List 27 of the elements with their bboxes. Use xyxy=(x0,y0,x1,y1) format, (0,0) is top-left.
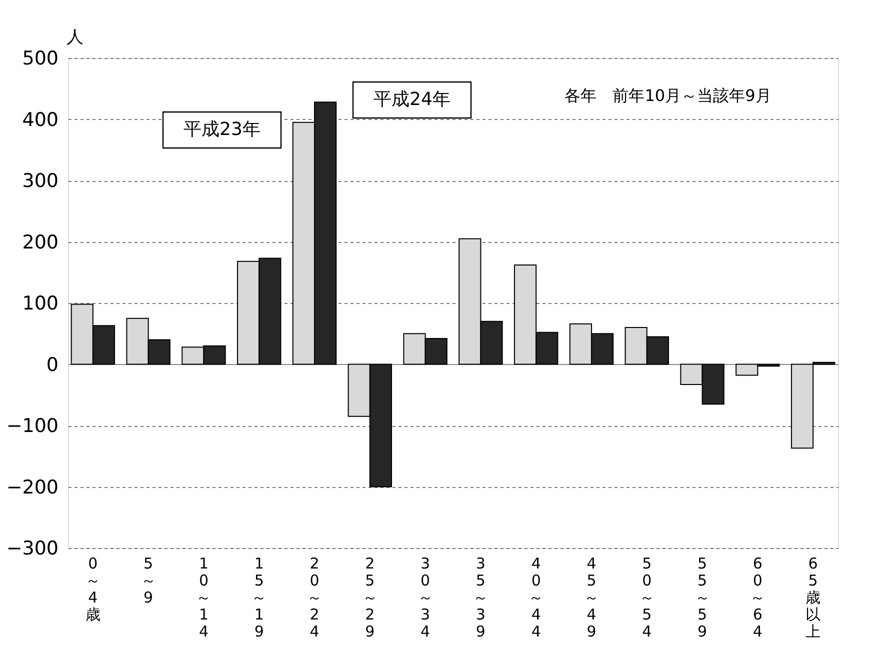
x-tick-label: 5～9 xyxy=(140,554,156,606)
y-tick-label: 500 xyxy=(22,48,58,70)
x-tick-label: 60～64 xyxy=(750,554,766,640)
y-tick-label: 300 xyxy=(22,170,58,192)
x-tick-label: 0～4歳 xyxy=(85,554,100,624)
x-tick-label: 35～39 xyxy=(473,554,488,640)
y-axis-title: 人 xyxy=(66,28,84,48)
x-tick-label: 15～19 xyxy=(252,554,267,640)
x-tick-label: 40～44 xyxy=(528,554,544,640)
y-tick-label: −200 xyxy=(6,476,58,498)
x-tick-label: 20～24 xyxy=(307,554,322,640)
x-tick-label: 50～54 xyxy=(639,554,654,640)
series-label: 平成23年 xyxy=(184,119,260,140)
x-tick-label: 45～49 xyxy=(584,554,599,640)
y-tick-label: 400 xyxy=(22,108,58,131)
y-tick-label: 200 xyxy=(22,231,58,254)
text: 平成24年 xyxy=(374,89,450,110)
y-tick-label: 100 xyxy=(22,292,58,314)
x-tick-label: 10～14 xyxy=(196,554,212,640)
x-tick-label: 25～29 xyxy=(362,554,378,640)
x-tick-label: 30～34 xyxy=(418,554,433,640)
x-tick-label: 55～59 xyxy=(694,554,710,640)
annotation: 各年 前年10月～当該年9月 xyxy=(564,86,772,105)
x-tick-label: 65歳以上 xyxy=(806,554,821,640)
y-tick-label: −100 xyxy=(6,415,58,437)
y-tick-label: 0 xyxy=(46,354,58,376)
y-tick-label: −300 xyxy=(6,538,58,560)
